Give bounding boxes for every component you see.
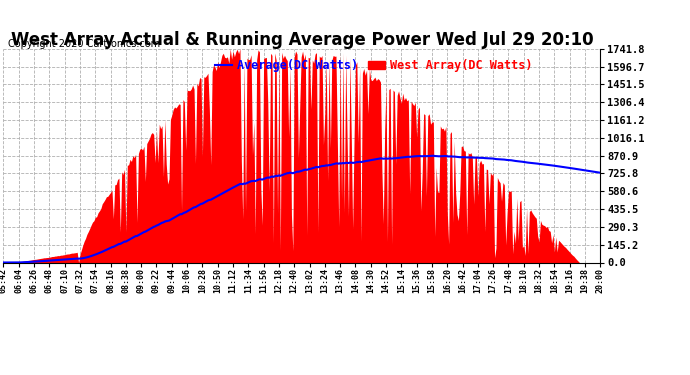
Text: Copyright 2020 Cartronics.com: Copyright 2020 Cartronics.com: [8, 39, 160, 50]
Title: West Array Actual & Running Average Power Wed Jul 29 20:10: West Array Actual & Running Average Powe…: [10, 31, 593, 49]
Legend: Average(DC Watts), West Array(DC Watts): Average(DC Watts), West Array(DC Watts): [210, 55, 538, 77]
